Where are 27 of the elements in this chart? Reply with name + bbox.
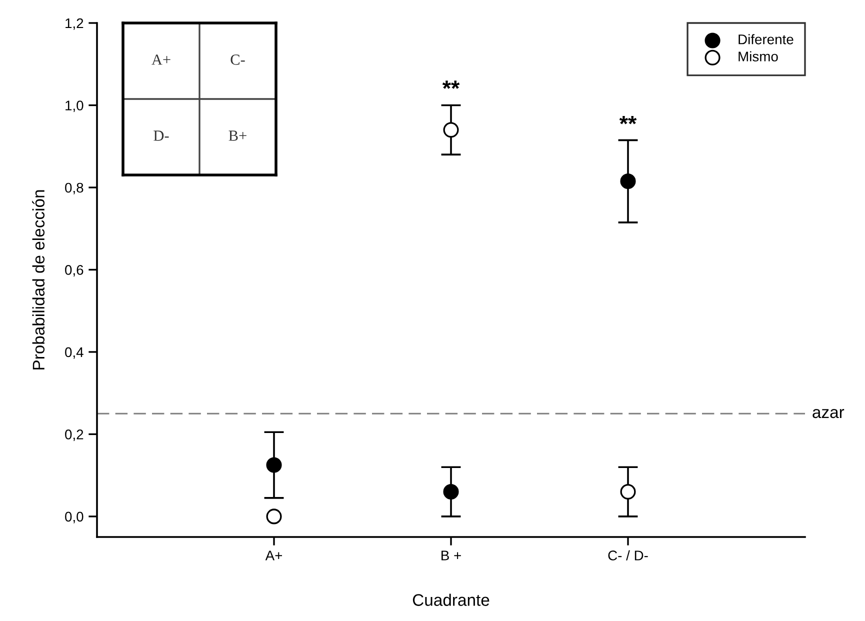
y-tick-label: 0,4 bbox=[65, 347, 84, 359]
point bbox=[443, 122, 459, 138]
annotation: B+ bbox=[228, 130, 246, 141]
y-tick-label: 0,8 bbox=[65, 182, 84, 194]
x-tick-label: A+ bbox=[265, 550, 282, 560]
x-tick-label: B + bbox=[442, 550, 461, 560]
y-axis-title: Probabilidad de elección bbox=[32, 190, 45, 370]
annotation: D- bbox=[154, 130, 169, 141]
point bbox=[620, 174, 636, 190]
legend-label: Diferente bbox=[738, 34, 794, 44]
x-tick-label: C- / D- bbox=[608, 550, 648, 560]
y-tick-label: 0,6 bbox=[65, 265, 84, 277]
y-tick-label: 0,0 bbox=[65, 512, 84, 524]
legend-label: Mismo bbox=[738, 51, 778, 62]
annotation: A+ bbox=[152, 54, 170, 65]
y-tick-label: 1,0 bbox=[66, 100, 84, 112]
point bbox=[620, 484, 636, 500]
annotation: ** bbox=[619, 116, 637, 124]
annotation: C- bbox=[230, 54, 245, 65]
x-axis-title: Cuadrante bbox=[412, 594, 490, 606]
ref-line-label: azar bbox=[812, 408, 844, 418]
point bbox=[266, 508, 282, 524]
y-tick-label: 1,2 bbox=[66, 18, 84, 30]
annotation: ** bbox=[442, 80, 460, 89]
y-tick-label: 0,2 bbox=[65, 430, 84, 442]
point bbox=[266, 457, 282, 473]
point bbox=[443, 484, 459, 500]
